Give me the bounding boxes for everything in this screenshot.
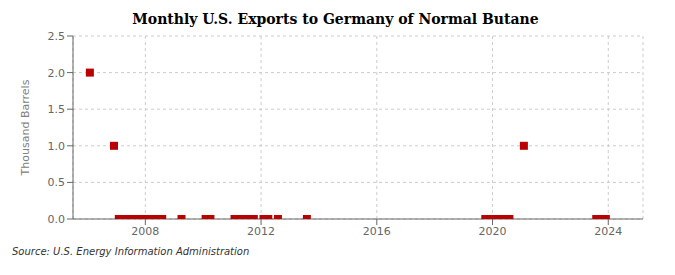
svg-text:Thousand Barrels: Thousand Barrels [19, 79, 32, 176]
svg-text:2.0: 2.0 [48, 67, 66, 80]
svg-text:2012: 2012 [247, 225, 275, 238]
svg-text:1.0: 1.0 [48, 140, 66, 153]
svg-text:2020: 2020 [479, 225, 507, 238]
svg-text:0.5: 0.5 [48, 176, 66, 189]
svg-text:2008: 2008 [131, 225, 159, 238]
html-text:Monthly U.S. Exports to German: Monthly U.S. Exports to Germany of Norma… [132, 11, 539, 27]
svg-text:2.5: 2.5 [48, 30, 66, 43]
svg-text:1.5: 1.5 [48, 103, 66, 116]
svg-text:2024: 2024 [594, 225, 622, 238]
svg-text:2016: 2016 [363, 225, 391, 238]
svg-text:0.0: 0.0 [48, 213, 66, 226]
html-text:Source: U.S. Energy Informatio: Source: U.S. Energy Information Administ… [12, 246, 250, 257]
